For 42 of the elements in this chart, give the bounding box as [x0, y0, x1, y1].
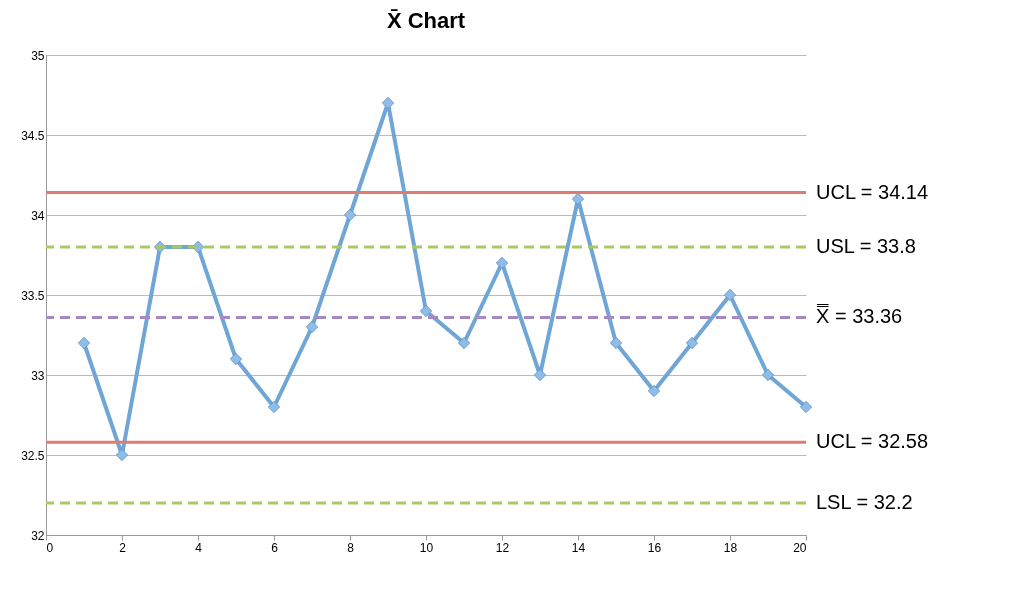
- point: [419, 304, 433, 318]
- point: [571, 192, 585, 206]
- ref-line-label: LSL = 32.2: [816, 491, 913, 513]
- point: [343, 208, 357, 222]
- y-tick-label: 34: [31, 208, 45, 223]
- x-tick-label: 2: [119, 540, 127, 555]
- x-tick-label: 0: [46, 540, 54, 555]
- point: [267, 400, 281, 414]
- point: [799, 400, 813, 414]
- point: [761, 368, 775, 382]
- point: [723, 288, 737, 302]
- point: [533, 368, 547, 382]
- x-tick-label: 4: [195, 540, 203, 555]
- x-tick-label: 12: [495, 540, 510, 555]
- y-tick-label: 32.5: [21, 448, 45, 463]
- ref-line-label: UCL = 34.14: [816, 180, 929, 203]
- point: [495, 256, 509, 270]
- y-tick-label: 35: [31, 48, 45, 63]
- point: [115, 448, 129, 462]
- x-tick-label: 16: [647, 540, 662, 555]
- x-tick-label: 8: [347, 540, 355, 555]
- point: [457, 336, 471, 350]
- point: [305, 320, 319, 334]
- x-tick-label: 20: [793, 540, 807, 555]
- y-tick-label: 33: [31, 368, 45, 383]
- x-tick-label: 6: [271, 540, 279, 555]
- x-tick-label: 14: [571, 540, 586, 555]
- point: [381, 96, 395, 110]
- x-tick-label: 10: [419, 540, 434, 555]
- ref-line-label: UCL = 32.58: [816, 430, 929, 453]
- point: [685, 336, 699, 350]
- point: [229, 352, 243, 366]
- point: [609, 336, 623, 350]
- x-tick-label: 18: [723, 540, 738, 555]
- y-tick-label: 34.5: [21, 128, 45, 143]
- point: [647, 384, 661, 398]
- y-tick-label: 33.5: [21, 288, 45, 303]
- point: [77, 336, 91, 350]
- ref-line-label: X̿ = 33.36: [816, 304, 903, 328]
- chart-title: X̄ Chart: [386, 8, 466, 33]
- y-tick-label: 32: [31, 528, 45, 543]
- ref-line-label: USL = 33.8: [816, 235, 916, 257]
